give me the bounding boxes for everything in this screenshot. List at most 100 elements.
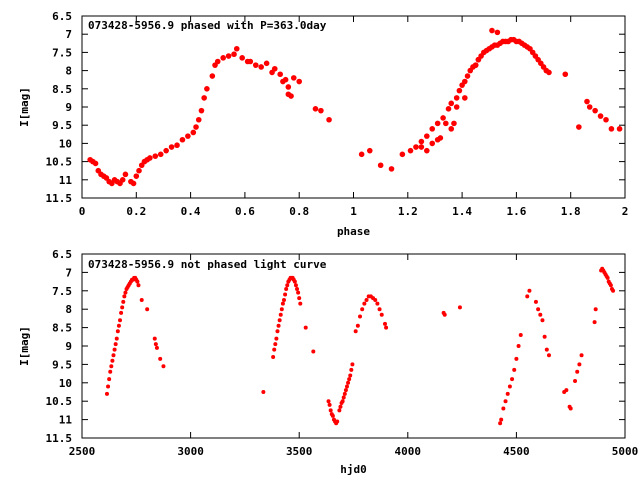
data-point [326, 399, 331, 404]
data-point [152, 336, 157, 341]
data-point [348, 373, 353, 378]
data-point [527, 288, 532, 293]
data-point [247, 58, 254, 65]
data-point [231, 51, 237, 58]
data-point [261, 390, 266, 394]
data-point [198, 107, 205, 114]
data-point [239, 55, 245, 61]
data-point [285, 283, 290, 288]
data-point [544, 347, 549, 352]
data-point [275, 329, 280, 334]
data-point [154, 345, 159, 350]
data-point [296, 290, 301, 295]
data-point [312, 106, 319, 112]
data-point [185, 133, 191, 139]
data-point [494, 29, 501, 36]
data-point [546, 353, 551, 358]
data-point [204, 86, 210, 92]
data-point [445, 106, 452, 112]
data-point [418, 138, 425, 145]
data-point [271, 65, 278, 72]
data-point [252, 62, 259, 68]
y-tick-label: 11 [59, 414, 73, 427]
data-point [573, 378, 578, 383]
data-point [407, 147, 414, 154]
data-point [179, 136, 186, 143]
data-point [233, 45, 240, 52]
x-tick-label: 3500 [286, 445, 313, 458]
data-point [271, 355, 276, 360]
data-point [611, 288, 616, 293]
data-point [576, 124, 582, 130]
data-point [355, 323, 360, 328]
data-point [568, 406, 573, 411]
data-point [280, 301, 285, 306]
data-point [341, 395, 346, 400]
data-point [592, 320, 597, 325]
data-point [499, 417, 504, 422]
y-tick-label: 10 [59, 377, 72, 390]
data-point [375, 301, 380, 306]
data-point [453, 104, 460, 110]
data-point [209, 73, 216, 79]
data-point [288, 93, 294, 99]
data-point [442, 312, 447, 317]
data-point [136, 283, 141, 288]
chart-title: 073428-5956.9 not phased light curve [88, 258, 327, 271]
data-point [303, 325, 308, 330]
x-tick-label: 1.4 [452, 205, 472, 218]
data-point [112, 347, 117, 352]
data-point [337, 408, 342, 413]
data-point [424, 147, 430, 154]
data-point [516, 344, 521, 348]
data-point [346, 380, 351, 385]
data-point [297, 296, 302, 301]
data-point [451, 120, 457, 127]
x-tick-label: 4000 [395, 445, 422, 458]
data-point [293, 283, 298, 288]
x-tick-label: 0.8 [289, 205, 309, 218]
data-point [118, 318, 123, 323]
data-point [282, 76, 289, 83]
data-point [153, 342, 158, 347]
x-tick-label: 0.4 [181, 205, 201, 218]
data-point [377, 307, 382, 312]
data-point [130, 180, 137, 187]
data-point [327, 402, 332, 407]
y-tick-label: 9.5 [52, 119, 72, 132]
data-point [462, 95, 468, 101]
data-point [536, 307, 541, 312]
y-tick-label: 7 [65, 266, 72, 279]
x-tick-label: 3000 [177, 445, 204, 458]
data-point [538, 312, 543, 317]
data-point [106, 384, 111, 389]
data-point [382, 321, 387, 326]
data-point [592, 107, 598, 114]
y-tick-label: 7 [65, 28, 72, 41]
data-point [510, 377, 515, 382]
data-point [335, 419, 340, 424]
y-tick-label: 10.5 [46, 395, 73, 408]
data-point [295, 286, 300, 291]
y-tick-label: 9.5 [52, 358, 72, 371]
data-point [119, 177, 126, 183]
data-point [542, 334, 547, 339]
y-tick-label: 7.5 [52, 285, 72, 298]
data-point [338, 404, 343, 409]
data-point [225, 53, 232, 59]
data-point [505, 391, 510, 396]
data-point [448, 100, 455, 107]
data-point [564, 388, 569, 393]
data-point [384, 325, 389, 330]
plot-frame [81, 15, 626, 199]
data-point [413, 144, 419, 150]
data-point [512, 367, 517, 372]
data-point [434, 136, 441, 143]
data-point [121, 299, 126, 304]
data-point [195, 116, 202, 123]
data-point [340, 399, 345, 404]
x-tick-label: 4500 [503, 445, 530, 458]
data-point [344, 384, 349, 389]
y-axis-label: I[mag] [18, 326, 31, 366]
